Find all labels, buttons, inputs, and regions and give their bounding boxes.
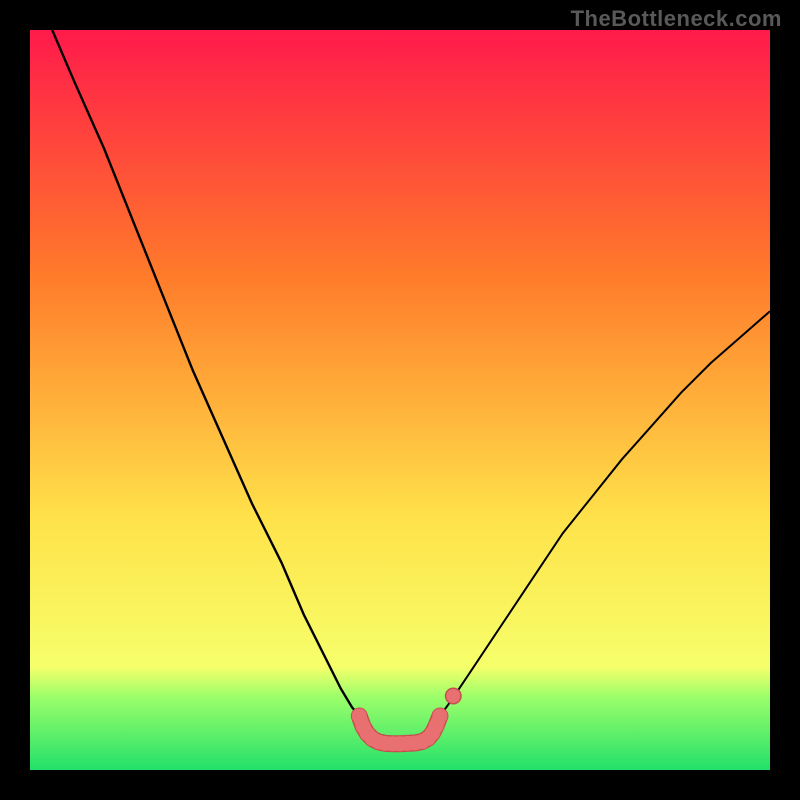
curve-right	[440, 311, 770, 716]
chart-overlay	[0, 0, 800, 800]
curve-left	[52, 30, 359, 716]
marker-isolated	[446, 689, 460, 703]
chart-frame: TheBottleneck.com	[0, 0, 800, 800]
marker-dot	[432, 708, 447, 723]
